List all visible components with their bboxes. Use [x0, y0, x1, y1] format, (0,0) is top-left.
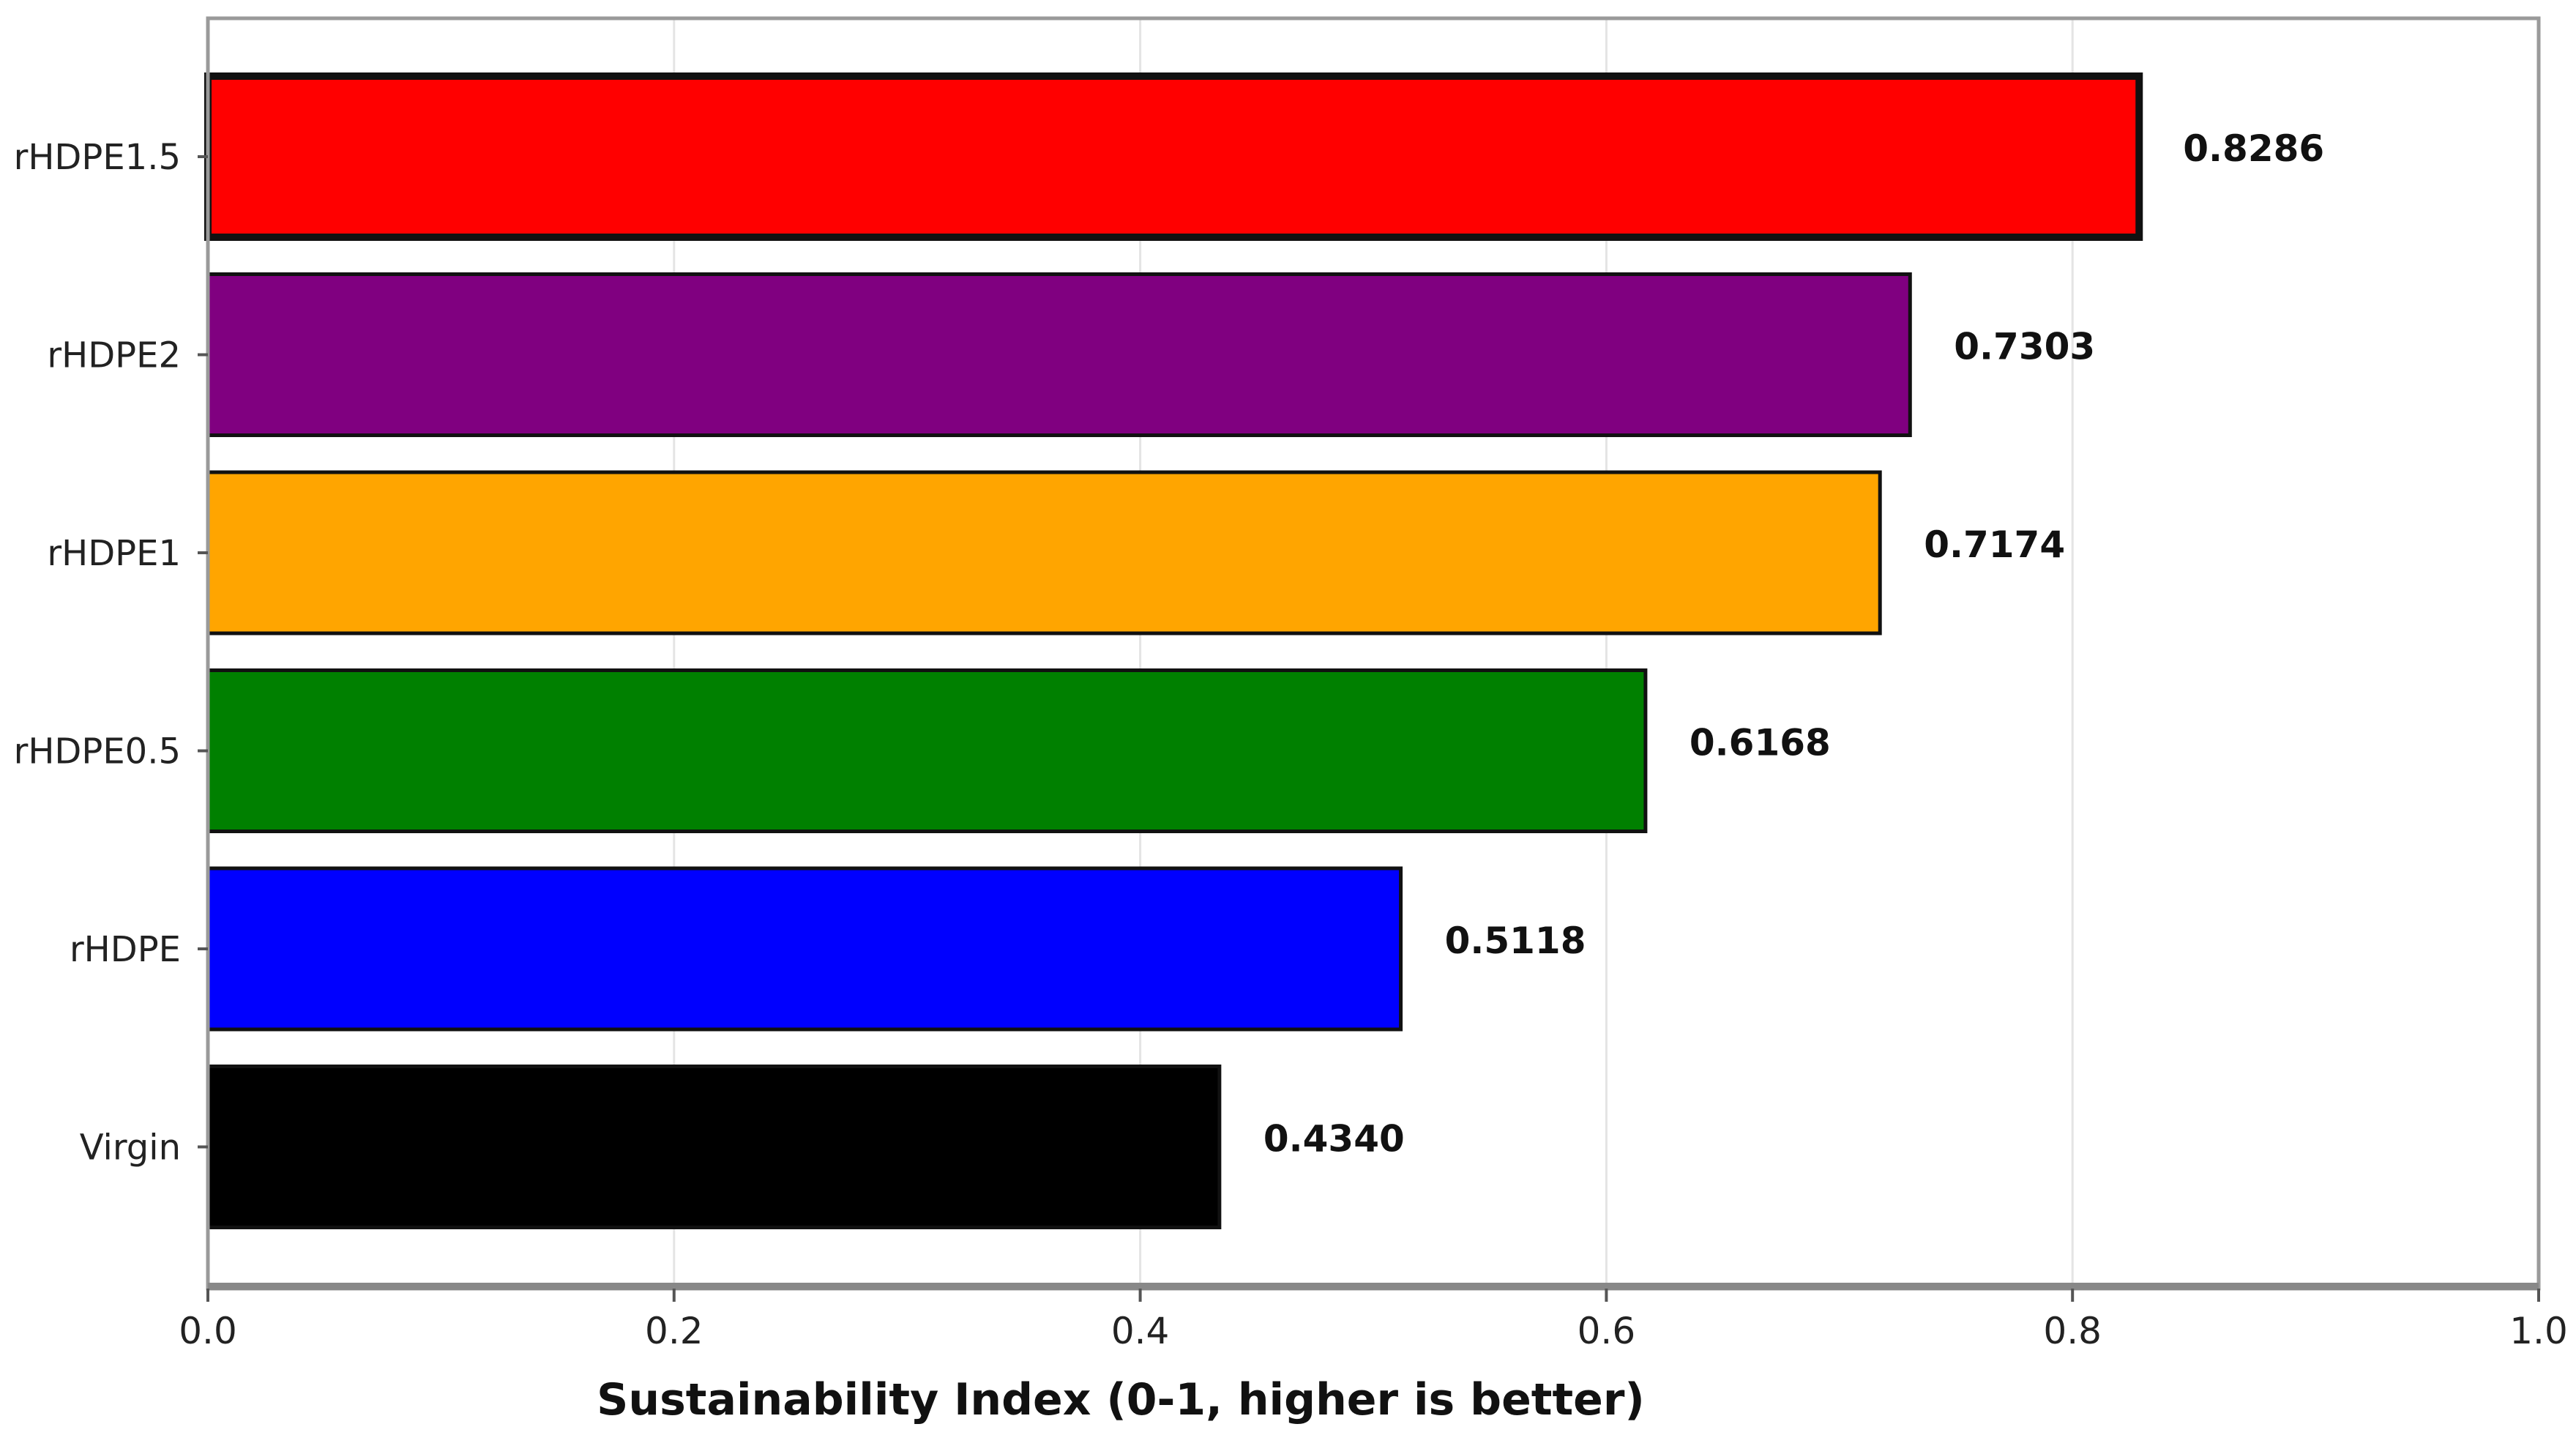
- y-tick-label: rHDPE: [70, 929, 181, 970]
- bar-rhdpe2: [206, 272, 1912, 437]
- bar-virgin: [206, 1065, 1222, 1229]
- bar-rhdpe1: [206, 470, 1882, 636]
- x-tick-label: 0.8: [2043, 1310, 2102, 1352]
- y-tick-label: rHDPE1: [47, 533, 181, 574]
- y-tick-label: Virgin: [80, 1128, 181, 1168]
- x-tick-label: 0.2: [645, 1310, 703, 1352]
- x-tick-label: 0.6: [1578, 1310, 1636, 1352]
- value-label: 0.7303: [1954, 326, 2095, 368]
- x-axis-title: Sustainability Index (0-1, higher is bet…: [597, 1374, 1645, 1425]
- value-label: 0.8286: [2183, 127, 2324, 170]
- bar-rhdpe0-5: [206, 668, 1648, 833]
- y-axis-ticks: rHDPE1.5 rHDPE2 rHDPE1 rHDPE0.5 rHDPE Virgin: [14, 137, 208, 1168]
- y-tick-label: rHDPE2: [47, 335, 181, 376]
- x-tick-label: 1.0: [2509, 1310, 2568, 1352]
- value-label: 0.6168: [1690, 722, 1831, 764]
- value-label: 0.7174: [1924, 523, 2065, 566]
- value-labels: 0.8286 0.7303 0.7174 0.6168 0.5118 0.4340: [1263, 127, 2324, 1160]
- value-label: 0.4340: [1263, 1118, 1405, 1160]
- bar-rhdpe1-5: [204, 72, 2143, 241]
- y-tick-label: rHDPE1.5: [14, 137, 181, 178]
- x-axis-ticks: 0.0 0.2 0.4 0.6 0.8 1.0: [179, 1289, 2568, 1352]
- x-tick-label: 0.4: [1111, 1310, 1170, 1352]
- x-tick-label: 0.0: [179, 1310, 237, 1352]
- value-label: 0.5118: [1445, 920, 1586, 962]
- bars: [204, 72, 2143, 1229]
- bar-rhdpe: [206, 866, 1403, 1032]
- y-tick-label: rHDPE0.5: [14, 731, 181, 772]
